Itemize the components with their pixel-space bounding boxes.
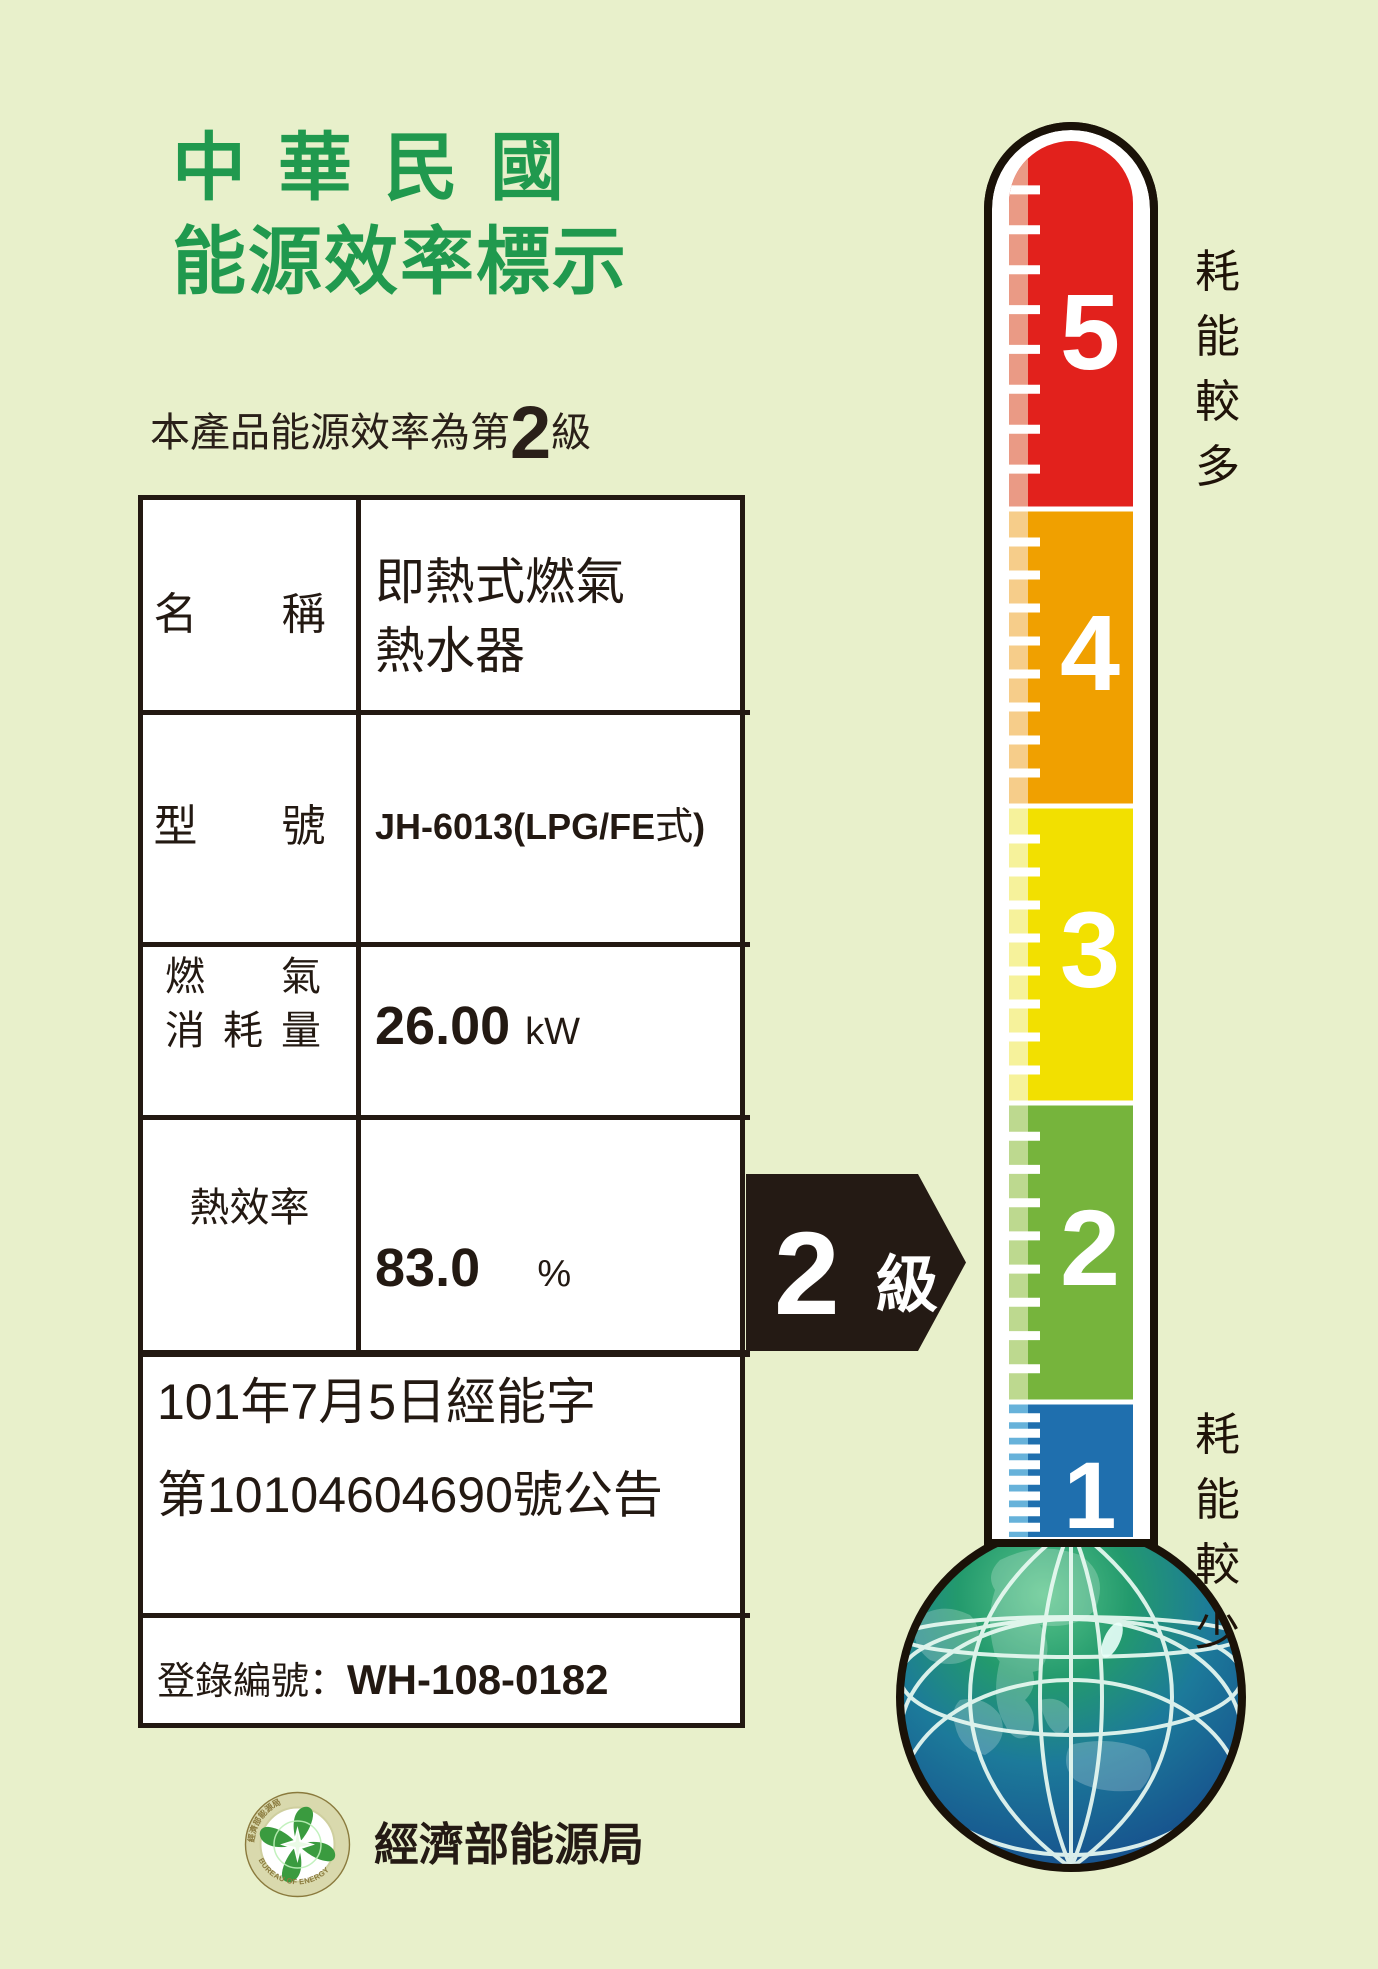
- svg-text:1: 1: [1064, 1443, 1117, 1549]
- svg-text:2: 2: [774, 1208, 840, 1340]
- svg-text:2: 2: [1060, 1187, 1120, 1308]
- svg-text:級: 級: [876, 1251, 938, 1320]
- svg-text:4: 4: [1060, 592, 1120, 713]
- svg-text:3: 3: [1060, 889, 1120, 1010]
- svg-text:5: 5: [1060, 271, 1120, 392]
